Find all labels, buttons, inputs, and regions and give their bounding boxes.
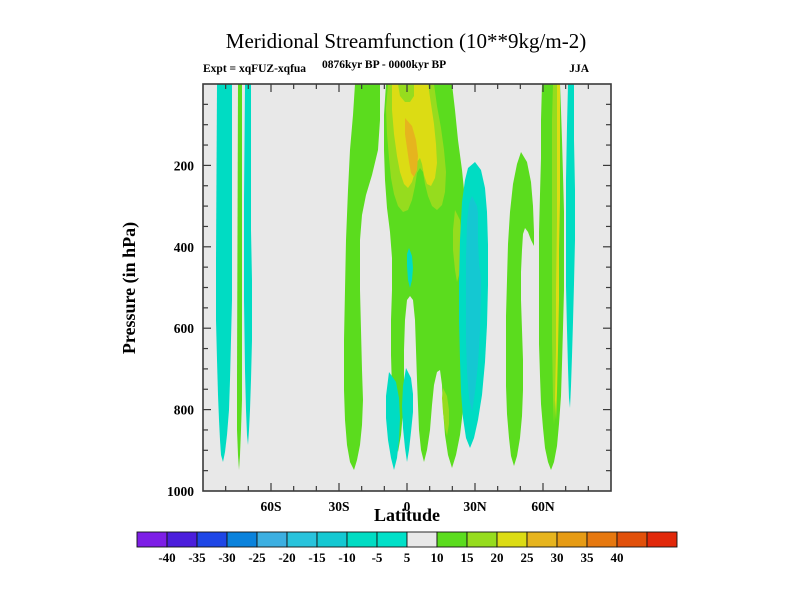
colorbar-tick-label: 20	[491, 550, 504, 565]
colorbar-cell	[406, 531, 438, 548]
colorbar-cell	[466, 531, 498, 548]
colorbar-tick-label: -40	[158, 550, 175, 565]
colorbar-cell	[556, 531, 588, 548]
colorbar-tick-label: -10	[338, 550, 355, 565]
region-southern-ocean-positive-stripe	[237, 84, 242, 470]
colorbar-cell	[646, 531, 678, 548]
region-southern-ocean-negative-band-2	[244, 84, 252, 445]
y-tick-label: 400	[174, 240, 195, 255]
region-tropical-mid-negative-sliver	[407, 248, 413, 288]
y-tick-label: 200	[174, 158, 195, 173]
x-axis-title: Latitude	[374, 505, 440, 525]
colorbar-tick-label: -25	[248, 550, 266, 565]
x-tick-label: 60S	[260, 499, 281, 514]
colorbar-tick-label: -20	[278, 550, 295, 565]
y-tick-label: 1000	[167, 484, 194, 499]
region-tropical-positive-cell-left	[344, 84, 380, 470]
region-southern-ocean-negative-band-1	[216, 84, 232, 462]
colorbar-cell	[196, 531, 228, 548]
colorbar-cell	[166, 531, 198, 548]
region-tropical-lower-negative-finger-a	[402, 368, 413, 462]
x-tick-label: 0	[404, 499, 411, 514]
y-tick-label: 600	[174, 321, 195, 336]
x-tick-label: 30N	[463, 499, 487, 514]
colorbar	[136, 531, 678, 548]
region-tropical-upper-core-orange	[405, 118, 418, 177]
colorbar-tick-label: 15	[461, 550, 475, 565]
colorbar-tick-labels: -40 -35 -30 -25 -20 -15 -10 -5 5 10 15 20 25 30 35 40	[158, 550, 623, 565]
colorbar-cell	[256, 531, 288, 548]
page-title: Meridional Streamfunction (10**9kg/m-2)	[226, 29, 586, 53]
colorbar-tick-label: 5	[404, 550, 411, 565]
colorbar-tick-label: -35	[188, 550, 206, 565]
y-tick-label: 800	[174, 403, 195, 418]
region-tropical-top-sliver	[398, 84, 414, 102]
colorbar-cell	[286, 531, 318, 548]
colorbar-cell	[346, 531, 378, 548]
colorbar-cell	[136, 531, 168, 548]
region-tropical-lower-yellowgreen-sliver	[442, 388, 449, 436]
colorbar-tick-label: 30	[551, 550, 564, 565]
y-axis-ticks	[203, 103, 611, 472]
x-axis-tick-labels: 60S 30S 0 30N 60N	[260, 499, 554, 514]
y-axis-tick-labels: 200 400 600 800 1000	[167, 158, 194, 499]
colorbar-tick-label: 25	[521, 550, 535, 565]
colorbar-cell	[376, 531, 408, 548]
experiment-label: Expt = xqFUZ-xqfua	[203, 63, 306, 75]
y-axis-title: Pressure (in hPa)	[119, 222, 140, 354]
colorbar-cell	[316, 531, 348, 548]
colorbar-cell	[616, 531, 648, 548]
region-northern-midlat-yellowgreen-stripe	[552, 84, 557, 425]
colorbar-tick-label: 40	[611, 550, 624, 565]
contour-field	[216, 84, 575, 470]
plot-area: 60S 30S 0 30N 60N 200 400 600 800 1000	[167, 83, 612, 514]
x-tick-label: 30S	[328, 499, 349, 514]
colorbar-tick-label: -15	[308, 550, 326, 565]
region-subtropical-north-negative-lobe-inner	[466, 196, 481, 412]
colorbar-cell	[436, 531, 468, 548]
colorbar-tick-label: -5	[372, 550, 383, 565]
x-axis-ticks	[225, 84, 589, 491]
region-northern-edge-negative-band	[566, 84, 575, 408]
region-tropical-lower-negative-finger-b	[386, 372, 400, 470]
colorbar-cell	[586, 531, 618, 548]
colorbar-cell	[226, 531, 258, 548]
colorbar-cell	[496, 531, 528, 548]
colorbar-tick-label: -30	[218, 550, 235, 565]
season-label: JJA	[569, 63, 590, 75]
region-northern-detached-negative-sliver	[478, 190, 484, 278]
colorbar-tick-label: 10	[431, 550, 444, 565]
region-northern-midlat-positive-column-left	[506, 152, 534, 466]
colorbar-tick-label: 35	[581, 550, 595, 565]
colorbar-cell	[526, 531, 558, 548]
x-tick-label: 60N	[531, 499, 555, 514]
period-label: 0876kyr BP - 0000kyr BP	[322, 59, 446, 71]
